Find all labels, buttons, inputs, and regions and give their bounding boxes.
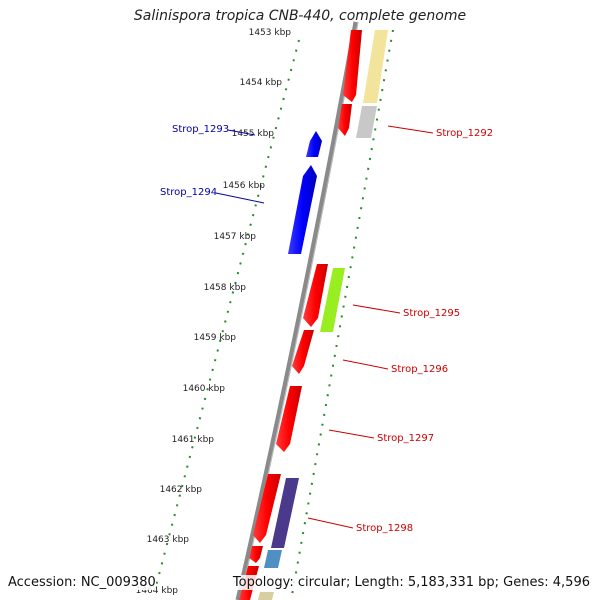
accession-text: Accession: NC_009380 xyxy=(8,575,156,590)
gene-features-reverse xyxy=(288,131,322,254)
gene-label: Strop_1298 xyxy=(356,523,413,534)
tick-label: 1453 kbp xyxy=(249,28,292,38)
gene-strop-1292-lower xyxy=(338,104,352,136)
gene-strop-1295-a xyxy=(303,264,328,327)
gene-strop-1298-purple xyxy=(271,478,299,548)
tick-label: 1456 kbp xyxy=(223,181,266,191)
label-leaders xyxy=(215,125,434,529)
gene-strop-1292-upper xyxy=(343,30,362,102)
tick-label: 1454 kbp xyxy=(240,78,283,88)
gene-label: Strop_1297 xyxy=(377,433,434,444)
map-title: Salinispora tropica CNB-440, complete ge… xyxy=(133,8,467,24)
gene-strop-1296 xyxy=(292,330,314,374)
gene-strop-1295-green xyxy=(320,268,345,332)
tick-label: 1458 kbp xyxy=(204,283,247,293)
gene-features xyxy=(239,30,388,600)
tick-label: 1460 kbp xyxy=(183,384,226,394)
gene-label: Strop_1296 xyxy=(391,364,448,375)
tick-label: 1457 kbp xyxy=(214,232,257,242)
gene-strop-1297 xyxy=(276,386,302,452)
gene-label: Strop_1294 xyxy=(160,187,217,198)
gene-strop-1294 xyxy=(288,165,317,254)
tick-label: 1464 kbp xyxy=(136,586,179,596)
gene-label: Strop_1293 xyxy=(172,124,229,135)
tick-labels: 1453 kbp 1454 kbp 1455 kbp 1456 kbp 1457 kbp… xyxy=(136,28,292,596)
gene-lower-blue xyxy=(264,550,282,568)
tick-label: 1463 kbp xyxy=(147,535,190,545)
gene-yellow-1 xyxy=(363,30,388,103)
tick-label: 1462 kbp xyxy=(160,485,203,495)
gene-lower-red-a xyxy=(249,546,263,563)
gene-strop-1298-red xyxy=(253,474,281,543)
gene-lower-tan xyxy=(258,592,274,600)
genome-summary-text: Topology: circular; Length: 5,183,331 bp… xyxy=(232,575,590,590)
gene-grey-1 xyxy=(356,106,377,138)
gene-strop-1293 xyxy=(306,131,322,157)
tick-track-left xyxy=(154,39,300,591)
tick-label: 1455 kbp xyxy=(232,129,275,139)
gene-label: Strop_1292 xyxy=(436,128,493,139)
tick-label: 1459 kbp xyxy=(194,333,237,343)
gene-label: Strop_1295 xyxy=(403,308,460,319)
genome-backbone xyxy=(235,21,359,600)
gene-labels: Strop_1293 Strop_1294 Strop_1292 Strop_1… xyxy=(160,124,493,534)
tick-label: 1461 kbp xyxy=(172,435,215,445)
